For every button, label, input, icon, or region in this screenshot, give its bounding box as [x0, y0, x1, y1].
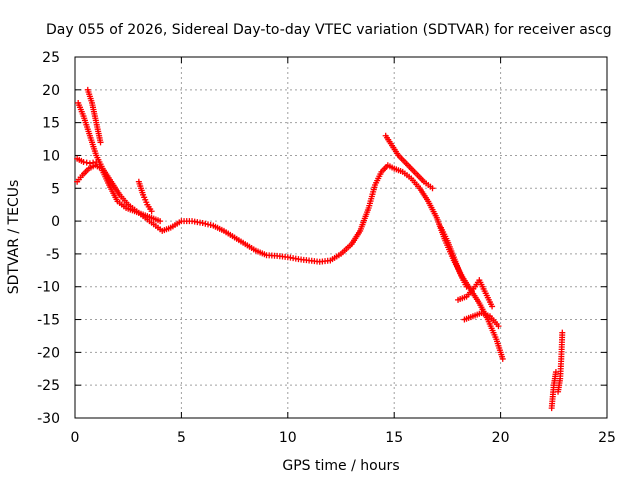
- data-point: [489, 303, 496, 310]
- x-tick-label: 25: [598, 430, 616, 446]
- y-tick-label: -20: [37, 345, 60, 361]
- data-point: [495, 323, 502, 330]
- series-track-6: [382, 132, 436, 192]
- series-track-5: [135, 178, 155, 215]
- y-tick-label: 25: [42, 50, 60, 66]
- data-point: [499, 355, 506, 362]
- data-point-interp: [83, 159, 90, 166]
- y-tick-label: -5: [46, 247, 60, 263]
- series-track-1: [75, 99, 506, 362]
- y-tick-label: -15: [37, 313, 60, 329]
- x-tick-label: 20: [492, 430, 510, 446]
- x-tick-label: 10: [279, 430, 297, 446]
- series-track-11: [555, 329, 566, 395]
- series-track-7: [438, 224, 470, 290]
- y-tick-label: 10: [42, 148, 60, 164]
- x-axis-label: GPS time / hours: [282, 458, 399, 474]
- data-point: [97, 139, 104, 146]
- series-track-8: [455, 277, 496, 310]
- plot-frame: [74, 56, 608, 419]
- data-point: [552, 369, 559, 376]
- data-marks: [74, 86, 566, 412]
- data-point-interp: [205, 221, 211, 228]
- data-point: [93, 159, 100, 166]
- data-point: [80, 159, 87, 166]
- data-point: [86, 160, 93, 167]
- ticks: 0 5 10 15 20 25 -30 -25 -20 -15 -10 -5 0 5 10 15 20 25: [37, 50, 616, 446]
- grid: [75, 57, 607, 418]
- data-point: [199, 220, 206, 227]
- data-point: [429, 185, 436, 192]
- series-track-9: [461, 309, 502, 330]
- x-tick-label: 5: [177, 430, 186, 446]
- x-tick-label: 15: [385, 430, 403, 446]
- data-point-interp: [90, 159, 97, 166]
- series-track-2: [74, 162, 164, 225]
- y-tick-label: 20: [42, 83, 60, 99]
- data-point: [148, 208, 155, 215]
- series-track-3: [84, 86, 104, 146]
- y-tick-label: -30: [37, 411, 60, 427]
- series-track-10: [548, 369, 559, 412]
- y-tick-label: 15: [42, 116, 60, 132]
- y-tick-label: -25: [37, 378, 60, 394]
- y-tick-label: 0: [51, 214, 60, 230]
- y-axis-label: SDTVAR / TECUs: [6, 180, 22, 295]
- data-point: [463, 283, 470, 290]
- chart-title: Day 055 of 2026, Sidereal Day-to-day VTE…: [46, 22, 612, 38]
- data-point: [559, 329, 566, 336]
- data-point-interp: [202, 220, 209, 227]
- data-point: [157, 218, 164, 225]
- y-tick-label: 5: [51, 181, 60, 197]
- x-tick-label: 0: [71, 430, 80, 446]
- y-tick-label: -10: [37, 280, 60, 296]
- data-point-interp: [207, 222, 214, 229]
- series-track-4: [74, 155, 100, 167]
